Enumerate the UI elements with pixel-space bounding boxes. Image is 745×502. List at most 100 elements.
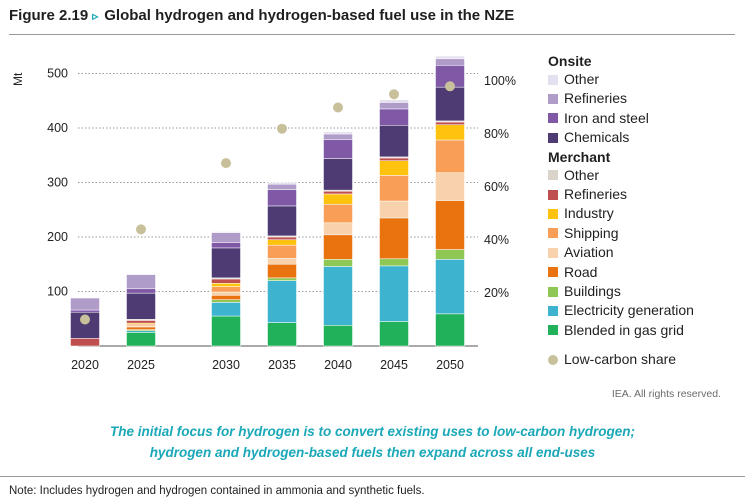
x-tick-label-2040: 2040 [324, 358, 352, 372]
legend-swatch [548, 132, 558, 143]
caption-line-2: hydrogen and hydrogen-based fuels then e… [149, 445, 596, 460]
legend-item-blended-in-gas-grid: Blended in gas grid [548, 321, 694, 340]
bar-segment-2025-merchant-refineries [126, 320, 156, 324]
bar-segment-2040-chemicals [323, 158, 353, 191]
bar-segment-2045-chemicals [379, 125, 409, 158]
bar-segment-2040-road [323, 234, 353, 260]
bar-segment-2030-onsite-other [211, 231, 241, 233]
bar-segment-2045-road [379, 217, 409, 260]
legend-dot [548, 354, 558, 365]
legend-swatch [548, 209, 558, 220]
y-tick-label-500: 500 [47, 67, 68, 81]
bar-segment-2025-iron-and-steel [126, 288, 156, 294]
legend-item-onsite-refineries: Refineries [548, 89, 694, 108]
credit-text: IEA. All rights reserved. [611, 388, 721, 400]
low-carbon-share-point-2040 [333, 102, 343, 113]
figure-arrow-icon: ▹ [92, 9, 99, 23]
bar-segment-2050-buildings [435, 249, 465, 260]
bar-segment-2030-buildings [211, 299, 241, 303]
legend-item-merchant-refineries: Refineries [548, 185, 694, 204]
bar-stack-2045 [379, 99, 409, 347]
bar-segment-2035-merchant-refineries [267, 236, 297, 240]
bar-segment-2040-electricity-generation [323, 266, 353, 326]
bar-segment-2040-shipping [323, 204, 353, 224]
bar-segment-2030-aviation [211, 291, 241, 296]
low-carbon-share-point-2020 [80, 314, 90, 325]
legend-label: Iron and steel [564, 109, 649, 126]
legend-item-buildings: Buildings [548, 282, 694, 301]
legend-swatch [548, 94, 558, 105]
bar-segment-2045-merchant-refineries [379, 157, 409, 161]
legend-swatch [548, 247, 558, 258]
x-tick-label-2030: 2030 [212, 358, 240, 372]
bar-segment-2030-chemicals [211, 247, 241, 279]
y2-tick-label-100: 100% [484, 74, 516, 88]
bar-segment-2050-road [435, 200, 465, 250]
bar-segment-2050-electricity-generation [435, 259, 465, 315]
y-tick-label-100: 100 [47, 285, 68, 299]
legend-item-chemicals: Chemicals [548, 128, 694, 147]
legend-swatch [548, 305, 558, 316]
legend-label: Electricity generation [564, 302, 694, 319]
note-divider [0, 476, 745, 477]
y-tick-label-200: 200 [47, 230, 68, 244]
legend-item-road: Road [548, 263, 694, 282]
y2-tick-label-80: 80% [484, 127, 509, 141]
bar-segment-2050-industry [435, 124, 465, 141]
figure-caption: The initial focus for hydrogen is to con… [0, 421, 745, 463]
bar-segment-2035-blended-in-gas-grid [267, 322, 297, 347]
bar-segment-2040-aviation [323, 222, 353, 236]
bar-segment-2050-aviation [435, 172, 465, 201]
legend-item-iron-and-steel: Iron and steel [548, 109, 694, 128]
x-tick-label-2025: 2025 [127, 358, 155, 372]
bar-segment-2045-blended-in-gas-grid [379, 321, 409, 347]
y2-axis-ticks: 20% 40% 60% 80% 100% [484, 74, 516, 300]
low-carbon-share-point-2035 [277, 123, 287, 134]
chart-legend: Onsite Other Refineries Iron and steel Chemi… [548, 52, 694, 369]
chart-bars [70, 55, 465, 347]
bar-segment-2025-blended-in-gas-grid [126, 332, 156, 347]
bar-segment-2030-road [211, 295, 241, 300]
bar-stack-2025 [126, 274, 156, 347]
bar-segment-2045-industry [379, 160, 409, 176]
bar-segment-2045-onsite-other [379, 99, 409, 103]
legend-group-merchant: Merchant [548, 148, 611, 165]
bar-segment-2045-shipping [379, 175, 409, 202]
bar-segment-2040-onsite-other [323, 131, 353, 135]
bar-stack-2050 [435, 55, 465, 347]
legend-label: Chemicals [564, 129, 630, 146]
legend-label: Low-carbon share [564, 351, 677, 368]
legend-swatch [548, 113, 558, 124]
legend-item-electricity-generation: Electricity generation [548, 301, 694, 320]
legend-swatch [548, 267, 558, 278]
x-tick-label-2020: 2020 [71, 358, 99, 372]
bar-segment-2045-onsite-refineries [379, 102, 409, 110]
low-carbon-share-point-2025 [136, 224, 146, 235]
legend-item-shipping: Shipping [548, 224, 694, 243]
legend-swatch [548, 74, 558, 85]
bar-segment-2035-onsite-other [267, 182, 297, 185]
bar-segment-2035-road [267, 264, 297, 279]
legend-label: Shipping [564, 224, 619, 241]
bar-segment-2020-merchant-refineries [70, 338, 100, 347]
low-carbon-share-point-2030 [221, 158, 231, 169]
bar-segment-2035-aviation [267, 258, 297, 265]
legend-swatch [548, 170, 558, 181]
bar-segment-2020-onsite-refineries [70, 297, 100, 311]
legend-item-low-carbon-share: Low-carbon share [548, 350, 694, 369]
bar-segment-2040-onsite-refineries [323, 133, 353, 140]
legend-item-merchant-other: Other [548, 166, 694, 185]
bar-segment-2050-chemicals [435, 86, 465, 122]
bar-segment-2040-merchant-refineries [323, 190, 353, 195]
low-carbon-share-point-2050 [445, 81, 455, 92]
bar-segment-2040-blended-in-gas-grid [323, 325, 353, 347]
bar-segment-2050-onsite-refineries [435, 58, 465, 66]
bar-segment-2045-iron-and-steel [379, 108, 409, 126]
legend-label: Buildings [564, 282, 621, 299]
legend-item-industry: Industry [548, 204, 694, 223]
legend-label: Other [564, 71, 600, 87]
bar-segment-2050-shipping [435, 139, 465, 173]
y-tick-label-300: 300 [47, 176, 68, 190]
y2-tick-label-60: 60% [484, 180, 509, 194]
